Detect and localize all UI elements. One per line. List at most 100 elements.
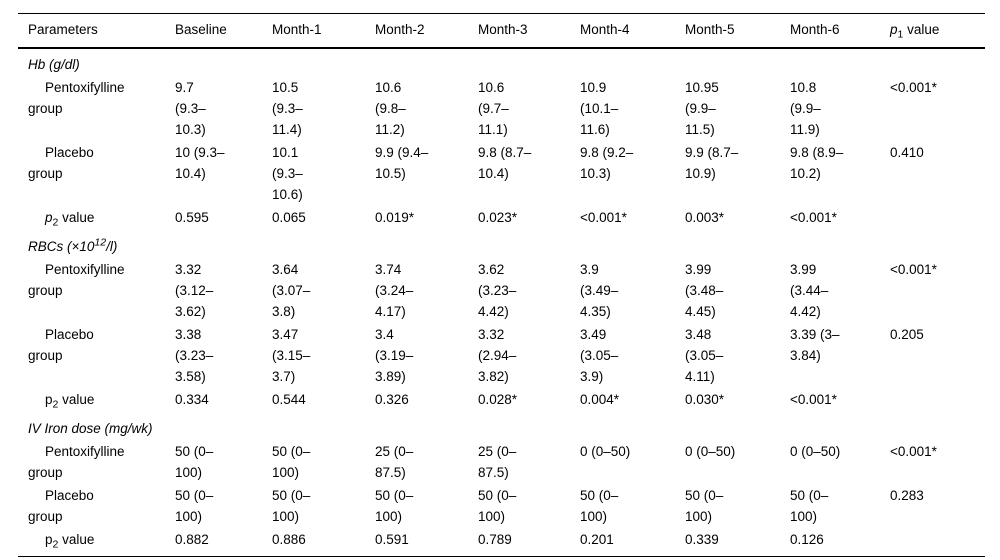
section-header-iv-iron: IV Iron dose (mg/wk) [18, 413, 985, 439]
column-header-month-2: Month-2 [375, 13, 478, 49]
table-cell: 0.339 [685, 532, 719, 547]
table-cell: 9.9 (9.4– 10.5) [375, 145, 429, 181]
table-cell: 0.886 [272, 532, 306, 547]
column-header-month-6: Month-6 [790, 13, 890, 49]
table-cell: <0.001* [580, 210, 627, 225]
table-cell: 0.004* [580, 392, 620, 407]
row-rbcs-p2-value: p2 value 0.334 0.544 0.326 0.028* 0.004*… [18, 387, 985, 413]
table-cell: 3.39 (3– 3.84) [790, 327, 840, 363]
row-label: Placebo group [28, 327, 94, 363]
table-cell: 3.32 (3.12– 3.62) [175, 262, 214, 319]
table-cell: 50 (0– 100) [272, 444, 311, 480]
table-cell: 9.8 (8.7– 10.4) [478, 145, 532, 181]
table-cell: 0.326 [375, 392, 409, 407]
table-cell: 3.62 (3.23– 4.42) [478, 262, 517, 319]
p2-label-text: value [58, 210, 95, 225]
row-label: Pentoxifylline group [28, 444, 125, 480]
table-cell: 10.1 (9.3– 10.6) [272, 145, 303, 202]
section-title-iv-iron: IV Iron dose (mg/wk) [18, 413, 985, 439]
table-cell-p1 [890, 387, 985, 413]
row-label-p2: p2 value [18, 527, 175, 557]
table-cell-p1 [890, 205, 985, 231]
table-cell: 0.003* [685, 210, 725, 225]
table-cell: 3.74 (3.24– 4.17) [375, 262, 414, 319]
table-cell: 10.6 (9.7– 11.1) [478, 80, 509, 137]
table-cell-p1: <0.001* [890, 80, 937, 95]
table-cell: 0 (0–50) [580, 444, 631, 459]
table-cell-p1: 0.410 [890, 145, 924, 160]
column-header-month-5: Month-5 [685, 13, 790, 49]
table-cell: 10.6 (9.8– 11.2) [375, 80, 406, 137]
table-cell: 0.789 [478, 532, 512, 547]
section-header-rbcs: RBCs (×1012/l) [18, 231, 985, 257]
table-cell: 10.95 (9.9– 11.5) [685, 80, 719, 137]
p1-header-text: value [903, 22, 940, 37]
p1-symbol: p [890, 22, 898, 37]
table-cell: 9.8 (8.9– 10.2) [790, 145, 844, 181]
p2-symbol: p [45, 392, 53, 407]
table-cell: 9.9 (8.7– 10.9) [685, 145, 739, 181]
table-cell: 3.49 (3.05– 3.9) [580, 327, 619, 384]
row-rbcs-placebo: Placebo group 3.38 (3.23– 3.58) 3.47 (3.… [18, 322, 985, 387]
p2-symbol: p [45, 210, 53, 225]
table-cell: 10 (9.3– 10.4) [175, 145, 225, 181]
table-cell: 0.023* [478, 210, 518, 225]
table-cell: 50 (0– 100) [375, 488, 414, 524]
table-cell: 10.8 (9.9– 11.9) [790, 80, 821, 137]
header-row: Parameters Baseline Month-1 Month-2 Mont… [18, 13, 985, 49]
table-cell: 0.595 [175, 210, 209, 225]
table-cell: 25 (0– 87.5) [478, 444, 517, 480]
row-iv-iron-placebo: Placebo group 50 (0– 100) 50 (0– 100) 50… [18, 483, 985, 527]
column-header-month-3: Month-3 [478, 13, 580, 49]
clinical-results-table: Parameters Baseline Month-1 Month-2 Mont… [18, 13, 985, 557]
p2-label-text: value [58, 532, 95, 547]
row-label: Placebo group [28, 145, 94, 181]
table-cell: 3.48 (3.05– 4.11) [685, 327, 724, 384]
table-cell: 0.544 [272, 392, 306, 407]
table-cell: 9.7 (9.3– 10.3) [175, 80, 206, 137]
row-hb-placebo: Placebo group 10 (9.3– 10.4) 10.1 (9.3– … [18, 140, 985, 205]
table-cell-p1: <0.001* [890, 262, 937, 277]
table-cell: 50 (0– 100) [685, 488, 724, 524]
table-cell: 50 (0– 100) [175, 444, 214, 480]
p2-label-text: value [58, 392, 95, 407]
table-cell: 50 (0– 100) [580, 488, 619, 524]
table-cell: 3.32 (2.94– 3.82) [478, 327, 517, 384]
row-label: Placebo group [28, 488, 94, 524]
table-cell: 50 (0– 100) [272, 488, 311, 524]
section-title-text: RBCs (×10 [28, 239, 95, 254]
section-title-sup: 12 [94, 236, 107, 249]
table-cell: 50 (0– 100) [790, 488, 829, 524]
section-title-text: Hb (g/dl) [28, 57, 80, 72]
p2-symbol: p [45, 532, 53, 547]
section-header-hb: Hb (g/dl) [18, 48, 985, 75]
column-header-parameters: Parameters [18, 13, 175, 49]
table-cell: 0.065 [272, 210, 306, 225]
paper-table-region: Parameters Baseline Month-1 Month-2 Mont… [18, 13, 985, 557]
table-cell: <0.001* [790, 392, 837, 407]
table-cell: 3.47 (3.15– 3.7) [272, 327, 311, 384]
p2-subscript: 2 [52, 216, 59, 229]
table-cell: 0.201 [580, 532, 614, 547]
table-cell: 9.8 (9.2– 10.3) [580, 145, 634, 181]
row-label: Pentoxifylline group [28, 262, 125, 298]
section-title-text: IV Iron dose (mg/wk) [28, 421, 153, 436]
table-cell: 10.9 (10.1– 11.6) [580, 80, 619, 137]
table-cell: 0.030* [685, 392, 725, 407]
table-cell: 3.38 (3.23– 3.58) [175, 327, 214, 384]
table-cell: 25 (0– 87.5) [375, 444, 414, 480]
table-cell: 0.126 [790, 532, 824, 547]
row-label-p2: p2 value [18, 387, 175, 413]
table-cell: 50 (0– 100) [478, 488, 517, 524]
section-title-text: /l) [106, 239, 118, 254]
table-cell: 0 (0–50) [685, 444, 736, 459]
table-cell: 3.99 (3.48– 4.45) [685, 262, 724, 319]
table-cell: 0.591 [375, 532, 409, 547]
table-cell: 3.64 (3.07– 3.8) [272, 262, 311, 319]
table-cell-p1: <0.001* [890, 444, 937, 459]
table-cell: 10.5 (9.3– 11.4) [272, 80, 303, 137]
column-header-month-1: Month-1 [272, 13, 375, 49]
row-label-p2: p2 value [18, 205, 175, 231]
row-hb-pentoxifylline: Pentoxifylline group 9.7 (9.3– 10.3) 10.… [18, 75, 985, 140]
table-cell: 0.334 [175, 392, 209, 407]
